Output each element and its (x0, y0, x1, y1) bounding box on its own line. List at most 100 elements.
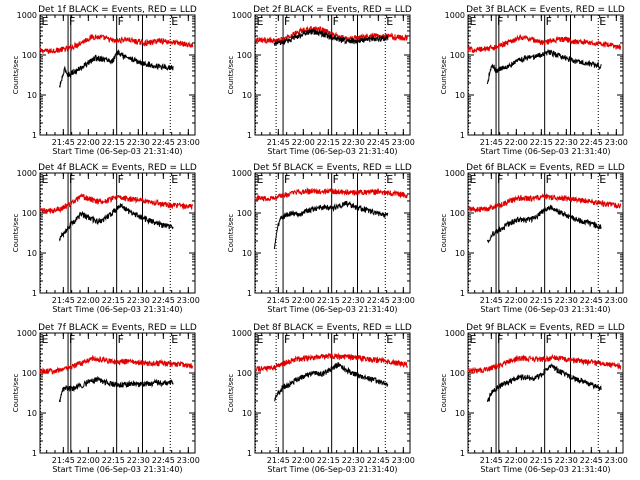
plot-frame (39, 332, 196, 454)
lld-series-line (39, 354, 194, 375)
event-marker-label: E (470, 173, 477, 186)
chart-panel: Det 1f BLACK = Events, RED = LLD 1 10 100 10… (12, 5, 200, 156)
event-marker-label: E (257, 173, 264, 186)
y-tick-label: 1 (247, 449, 252, 458)
x-axis-label: Start Time (06-Sep-03 21:31:40) (267, 465, 397, 474)
chart-title: Det 1f BLACK = Events, RED = LLD (38, 5, 197, 15)
y-tick-label: 10 (242, 409, 252, 418)
event-marker-label: E (470, 333, 477, 346)
x-tick-label: 22:00 (505, 138, 528, 147)
lld-series-line (39, 33, 194, 54)
x-tick-label: 23:00 (392, 138, 415, 147)
chart-panel: Det 2f BLACK = Events, RED = LLD 1 10 100 10… (227, 5, 415, 156)
x-tick-label: 22:30 (555, 296, 578, 305)
events-series-line (486, 204, 602, 244)
x-tick-label: 22:30 (342, 138, 365, 147)
plot-frame (39, 172, 196, 294)
y-tick-label: 100 (237, 209, 252, 218)
chart-title: Det 4f BLACK = Events, RED = LLD (38, 163, 197, 173)
y-tick-label: 1 (32, 131, 37, 140)
lld-series-line (467, 353, 622, 375)
x-tick-label: 23:00 (177, 456, 200, 465)
x-tick-label: 22:00 (292, 456, 315, 465)
event-marker-label: F (69, 173, 75, 186)
event-marker-label: F (284, 173, 290, 186)
x-tick-label: 23:00 (177, 138, 200, 147)
x-tick-label: 23:00 (605, 138, 628, 147)
x-tick-label: 22:15 (102, 296, 125, 305)
x-tick-label: 22:30 (555, 456, 578, 465)
event-marker-label: F (497, 333, 503, 346)
plot-frame (39, 14, 196, 136)
x-tick-label: 21:45 (267, 296, 290, 305)
chart-panel: Det 9f BLACK = Events, RED = LLD 1 10 100 10… (440, 323, 628, 474)
y-tick-label: 100 (22, 369, 37, 378)
x-tick-label: 22:30 (342, 296, 365, 305)
event-marker-label: E (171, 333, 178, 346)
event-marker-label: F (69, 15, 75, 28)
x-tick-label: 21:45 (480, 138, 503, 147)
y-axis-label: Counts/sec (227, 214, 235, 253)
event-marker-label: F (333, 333, 339, 346)
y-tick-label: 10 (455, 91, 465, 100)
y-tick-label: 10 (242, 249, 252, 258)
events-series-line (273, 28, 389, 46)
y-tick-label: 100 (22, 209, 37, 218)
x-tick-label: 21:45 (52, 296, 75, 305)
x-tick-label: 22:30 (127, 456, 150, 465)
y-axis-label: Counts/sec (12, 374, 20, 413)
x-tick-label: 22:00 (505, 296, 528, 305)
x-tick-label: 22:15 (102, 138, 125, 147)
event-marker-label: F (546, 333, 552, 346)
y-axis-label: Counts/sec (440, 374, 448, 413)
chart-panel: Det 7f BLACK = Events, RED = LLD 1 10 100 10… (12, 323, 200, 474)
x-tick-label: 22:00 (292, 138, 315, 147)
event-marker-label: E (386, 333, 393, 346)
y-tick-label: 1000 (17, 11, 37, 20)
lld-series-line (254, 352, 409, 374)
chart-title: Det 5f BLACK = Events, RED = LLD (253, 163, 412, 173)
x-axis-label: Start Time (06-Sep-03 21:31:40) (267, 305, 397, 314)
plot-frame (467, 14, 624, 136)
y-tick-label: 100 (450, 209, 465, 218)
y-axis-label: Counts/sec (227, 56, 235, 95)
y-tick-label: 1000 (17, 169, 37, 178)
events-series-line (58, 203, 174, 242)
x-tick-label: 21:45 (52, 138, 75, 147)
y-tick-label: 10 (242, 91, 252, 100)
y-tick-label: 10 (455, 249, 465, 258)
event-marker-label: F (118, 15, 124, 28)
x-tick-label: 22:15 (317, 138, 340, 147)
x-tick-label: 22:45 (367, 138, 390, 147)
event-marker-label: E (171, 15, 178, 28)
event-marker-label: F (284, 333, 290, 346)
x-tick-label: 21:45 (52, 456, 75, 465)
y-tick-label: 1 (460, 449, 465, 458)
x-axis-label: Start Time (06-Sep-03 21:31:40) (480, 147, 610, 156)
event-marker-label: F (333, 173, 339, 186)
x-tick-label: 23:00 (392, 296, 415, 305)
y-tick-label: 10 (455, 409, 465, 418)
event-marker-label: E (599, 173, 606, 186)
y-axis-label: Counts/sec (12, 214, 20, 253)
x-tick-label: 22:45 (152, 296, 175, 305)
x-tick-label: 22:15 (317, 296, 340, 305)
event-marker-label: F (546, 173, 552, 186)
y-tick-label: 10 (27, 409, 37, 418)
y-tick-label: 10 (27, 91, 37, 100)
event-marker-label: F (118, 173, 124, 186)
event-marker-label: E (42, 15, 49, 28)
x-tick-label: 22:30 (127, 296, 150, 305)
x-tick-label: 22:45 (580, 296, 603, 305)
chart-title: Det 9f BLACK = Events, RED = LLD (466, 323, 625, 333)
chart-panel: Det 6f BLACK = Events, RED = LLD 1 10 100 10… (440, 163, 628, 314)
plot-frame (467, 332, 624, 454)
x-axis-label: Start Time (06-Sep-03 21:31:40) (480, 465, 610, 474)
x-tick-label: 22:45 (152, 138, 175, 147)
chart-title: Det 7f BLACK = Events, RED = LLD (38, 323, 197, 333)
events-series-line (273, 362, 389, 403)
x-tick-label: 21:45 (480, 296, 503, 305)
events-series-line (58, 375, 174, 403)
x-tick-label: 22:15 (530, 456, 553, 465)
